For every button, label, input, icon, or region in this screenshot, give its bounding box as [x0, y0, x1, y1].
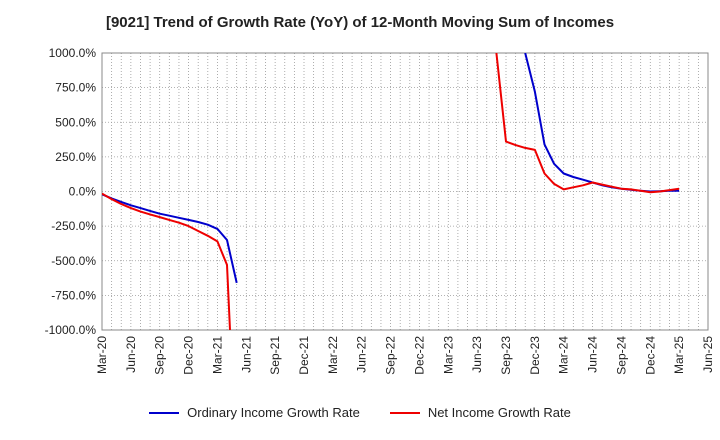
- series-ordinary-income-line-1: [102, 193, 238, 284]
- x-tick-label: Dec-21: [297, 336, 311, 375]
- x-tick-label: Jun-23: [470, 336, 484, 373]
- series-net-income-line-1: [102, 192, 231, 330]
- legend-item-ordinary: Ordinary Income Growth Rate: [149, 405, 360, 420]
- legend-label-net: Net Income Growth Rate: [427, 405, 571, 420]
- plot-border: [101, 52, 709, 331]
- x-tick-label: Dec-20: [182, 336, 196, 375]
- y-tick-label: 250.0%: [55, 150, 96, 164]
- legend-item-net: Net Income Growth Rate: [389, 405, 571, 420]
- x-tick-label: Jun-20: [124, 336, 138, 373]
- x-tick-label: Dec-23: [528, 336, 542, 375]
- chart-title: [9021] Trend of Growth Rate (YoY) of 12-…: [105, 14, 615, 31]
- y-tick-label: -500.0%: [51, 254, 96, 268]
- legend-label-ordinary: Ordinary Income Growth Rate: [187, 405, 360, 420]
- x-tick-label: Mar-23: [441, 336, 455, 374]
- x-tick-label: Sep-21: [268, 336, 282, 375]
- x-tick-label: Mar-24: [557, 336, 571, 374]
- y-tick-label: -250.0%: [51, 219, 96, 233]
- x-tick-label: Jun-22: [355, 336, 369, 373]
- x-tick-label: Mar-20: [95, 336, 109, 374]
- y-tick-label: -750.0%: [51, 288, 96, 302]
- y-tick-label: 1000.0%: [49, 46, 97, 60]
- x-tick-label: Jun-24: [586, 336, 600, 373]
- x-tick-label: Sep-20: [153, 336, 167, 375]
- x-tick-label: Dec-22: [412, 336, 426, 375]
- y-tick-label: 750.0%: [55, 81, 96, 95]
- x-tick-label: Jun-25: [701, 336, 715, 373]
- x-tick-label: Jun-21: [239, 336, 253, 373]
- legend: Ordinary Income Growth Rate Net Income G…: [0, 405, 720, 420]
- y-tick-label: 0.0%: [69, 185, 97, 199]
- legend-swatch-ordinary: [149, 411, 180, 414]
- x-tick-label: Sep-23: [499, 336, 513, 375]
- series-net-income-line-2: [495, 53, 680, 194]
- y-tick-label: 500.0%: [55, 115, 96, 129]
- x-tick-label: Mar-25: [672, 336, 686, 374]
- x-tick-label: Mar-21: [210, 336, 224, 374]
- x-tick-label: Sep-24: [614, 336, 628, 375]
- legend-swatch-net: [389, 411, 420, 414]
- y-tick-label: -1000.0%: [45, 323, 97, 337]
- x-tick-label: Mar-22: [326, 336, 340, 374]
- x-tick-label: Dec-24: [643, 336, 657, 375]
- x-tick-label: Sep-22: [384, 336, 398, 375]
